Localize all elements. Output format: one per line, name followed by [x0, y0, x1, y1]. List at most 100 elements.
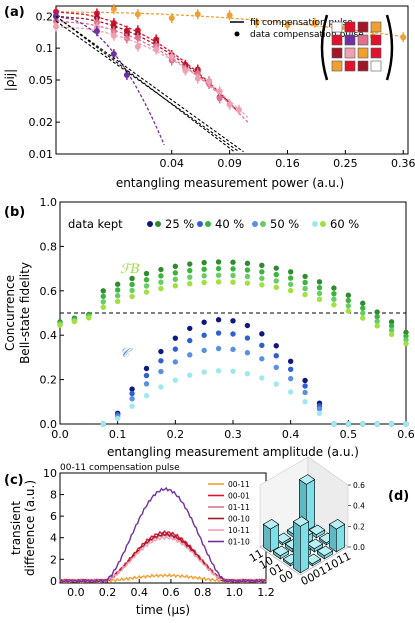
- col-tick-label: 10: [323, 557, 341, 575]
- fidelity-point: [302, 273, 308, 280]
- concurrence-point: [230, 318, 236, 324]
- fidelity-point: [403, 333, 409, 339]
- x-tick-label: 0.6: [162, 586, 180, 599]
- bar-top: [308, 524, 326, 536]
- concurrence-point: [244, 350, 251, 356]
- fidelity-point: [158, 273, 164, 279]
- data-point: [182, 67, 189, 74]
- concurrence-point: [287, 375, 294, 382]
- data-point: [134, 43, 141, 50]
- fidelity-point: [345, 297, 352, 304]
- fidelity-point: [273, 271, 279, 278]
- fit-line: [55, 15, 165, 146]
- bar-top: [298, 474, 316, 485]
- fidelity-point: [403, 340, 409, 347]
- x-tick-label: 0.4: [130, 586, 148, 599]
- panel-a-plot: 0.04 0.09 0.16 0.25 0.36 0.01 0.02 0.05 0.1 0.2: [29, 4, 415, 170]
- concurrence-point: [287, 389, 294, 395]
- fidelity-point: [215, 265, 222, 272]
- concurrence-point: [215, 317, 222, 323]
- x-tick-label: 0.16: [275, 157, 300, 170]
- fidelity-point: [360, 305, 366, 311]
- matrix-cell: [357, 21, 369, 33]
- fidelity-point: [201, 279, 207, 286]
- data-point: [110, 50, 117, 57]
- legend-conc-marker: [252, 221, 258, 227]
- fidelity-point: [57, 322, 63, 328]
- concurrence-point: [129, 396, 135, 402]
- row-tick-label: 00: [277, 568, 296, 586]
- y-tick-label: 0.01: [29, 148, 54, 161]
- fidelity-point: [388, 319, 395, 325]
- fidelity-point: [100, 293, 106, 300]
- y-tick-label: 10: [43, 467, 57, 480]
- data-point: [216, 95, 223, 102]
- fidelity-point: [345, 292, 352, 298]
- concurrence-point: [273, 364, 279, 371]
- fidelity-point: [316, 284, 323, 291]
- legend-label: 25 %: [165, 217, 194, 231]
- matrix-cell: [370, 60, 382, 72]
- legend-conc-marker: [312, 221, 318, 227]
- data-point: [253, 19, 260, 26]
- fidelity-point: [374, 323, 380, 329]
- concurrence-point: [230, 346, 236, 353]
- concurrence-point: [316, 410, 323, 417]
- legend-label: 40 %: [215, 217, 244, 231]
- fidelity-point: [172, 270, 179, 276]
- bar-top: [292, 516, 310, 527]
- fidelity-point: [172, 276, 179, 282]
- concurrence-point: [302, 389, 308, 396]
- fidelity-point: [114, 287, 121, 293]
- fidelity-point: [302, 291, 308, 298]
- fidelity-point: [403, 329, 409, 336]
- col-tick-label: 11: [335, 550, 353, 568]
- concurrence-point: [388, 421, 395, 427]
- fidelity-point: [158, 279, 164, 285]
- legend-fid-marker: [320, 221, 326, 227]
- x-tick-label: 0.09: [217, 157, 242, 170]
- legend-fid-marker: [155, 221, 161, 227]
- legend-label: 10-11: [228, 526, 250, 535]
- legend-fid-marker: [205, 221, 211, 227]
- z-tick-label: 0.2: [353, 522, 365, 531]
- fidelity-point: [273, 265, 279, 271]
- panel-b-ylabel-fidelity: Bell-state fidelity: [18, 262, 32, 364]
- y-tick-label: 0.05: [29, 74, 54, 87]
- fidelity-point: [360, 300, 366, 306]
- fidelity-point: [302, 279, 308, 286]
- bar-top: [272, 545, 290, 557]
- panel-b: (b) 0.0 0.1 0.2 0.3 0.4 0.5 0.6 0.0 0.2 0.4 0.6 0.8…: [3, 196, 415, 459]
- fidelity-point: [331, 296, 337, 302]
- matrix-cell: [344, 34, 356, 46]
- panel-b-legend: 25 % 40 % 50 % 60 %: [147, 217, 359, 231]
- data-point: [168, 15, 175, 22]
- fidelity-point: [143, 283, 150, 289]
- y-tick-label: 0.2: [40, 374, 58, 387]
- legend-label: 60 %: [330, 217, 359, 231]
- fidelity-point: [316, 279, 323, 285]
- concurrence-point: [316, 406, 323, 412]
- data-point: [206, 78, 213, 85]
- legend-label: 00-01: [228, 492, 250, 501]
- matrix-cell: [357, 47, 369, 59]
- legend-label: 01-11: [228, 503, 250, 512]
- fidelity-point: [287, 269, 294, 275]
- fidelity-point: [273, 278, 279, 284]
- data-point: [93, 28, 100, 35]
- fit-line: [55, 20, 249, 123]
- x-tick-label: 0.2: [167, 428, 185, 441]
- fidelity-point: [259, 262, 265, 269]
- data-point: [134, 34, 141, 41]
- concurrence-point: [331, 421, 337, 427]
- y-tick-label: 0.6: [40, 285, 58, 298]
- fidelity-point: [259, 282, 265, 288]
- x-tick-label: 0.5: [340, 428, 358, 441]
- y-tick-label: 0.2: [36, 10, 54, 23]
- matrix-cell: [357, 60, 369, 72]
- fidelity-point: [100, 304, 106, 310]
- data-point: [110, 6, 117, 13]
- data-point: [226, 101, 233, 108]
- concurrence-point: [259, 342, 265, 349]
- data-point: [153, 46, 160, 53]
